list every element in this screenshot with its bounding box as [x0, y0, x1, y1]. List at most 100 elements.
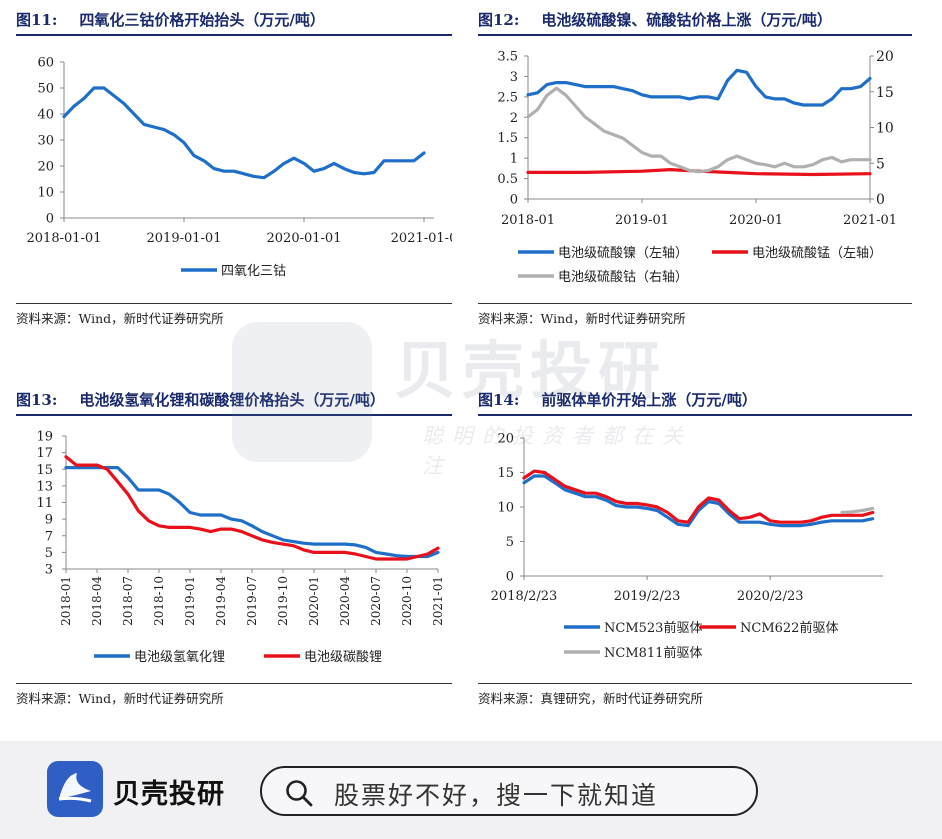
panel-4-title-text: 前驱体单价开始上涨（万元/吨）	[541, 391, 757, 409]
y-tick-label: 2	[510, 111, 518, 126]
x-tick-label: 2020-04	[338, 576, 352, 626]
panel-3-source-rule	[16, 683, 452, 684]
series-line-2	[64, 455, 440, 561]
y-tick-label: 5	[45, 546, 53, 561]
series-line-1	[522, 474, 875, 528]
x-tick-label: 2020-07	[369, 576, 383, 626]
x-tick-label: 2021-01	[843, 213, 897, 228]
legend-label-2: NCM622前驱体	[740, 620, 838, 636]
y2-tick-label: 10	[876, 121, 894, 137]
panel-3-source: 资料来源：Wind，新时代证券研究所	[16, 691, 224, 706]
x-tick-label: 2020-10	[400, 576, 414, 626]
panel-4-title-rule	[478, 414, 912, 416]
y2-tick-label: 0	[876, 192, 885, 208]
y-tick-label: 7	[45, 529, 53, 544]
y-tick-label: 1	[510, 152, 518, 167]
y-tick-label: 5	[506, 535, 514, 550]
panel-3-number: 图13:	[16, 391, 58, 409]
search-box[interactable]: 股票好不好，搜一下就知道	[260, 766, 758, 816]
panel-2-title-text: 电池级硫酸镍、硫酸钴价格上涨（万元/吨）	[541, 11, 832, 29]
legend-label-3: 电池级硫酸钴（右轴）	[558, 270, 688, 285]
x-tick-label: 2018-01-01	[27, 231, 102, 246]
y-tick-label: 13	[36, 479, 53, 494]
legend-label-1: 电池级硫酸镍（左轴）	[558, 246, 688, 261]
panel-4-number: 图14:	[478, 391, 520, 409]
y-tick-label: 3.5	[497, 50, 518, 65]
series-line-1	[64, 465, 440, 559]
y-tick-label: 20	[497, 432, 514, 447]
brand-name[interactable]: 贝壳投研	[113, 779, 225, 810]
y2-tick-label: 15	[876, 85, 894, 101]
panel-1-source: 资料来源：Wind，新时代证券研究所	[16, 311, 224, 326]
panel-2-title: 图12: 电池级硫酸镍、硫酸钴价格上涨（万元/吨）	[478, 9, 832, 30]
y-tick-label: 1.5	[497, 131, 518, 146]
legend-label-2: 电池级硫酸锰（左轴）	[752, 246, 882, 261]
panel-3-title-text: 电池级氢氧化锂和碳酸锂价格抬头（万元/吨）	[79, 391, 385, 409]
y-tick-label: 19	[36, 430, 53, 445]
series-line-3	[526, 86, 872, 174]
y-tick-label: 11	[36, 496, 53, 511]
panel-1-source-rule	[16, 303, 452, 304]
y2-tick-label: 20	[876, 49, 894, 65]
panel-4-source: 资料来源：真锂研究，新时代证券研究所	[478, 691, 704, 706]
y-tick-label: 0	[506, 570, 514, 585]
panel-4-source-rule	[478, 683, 912, 684]
legend-label-1: NCM523前驱体	[604, 620, 702, 636]
panel-1-title-text: 四氧化三钴价格开始抬头（万元/吨）	[79, 11, 325, 29]
search-placeholder[interactable]: 股票好不好，搜一下就知道	[334, 781, 659, 810]
y-tick-label: 3	[45, 563, 53, 578]
y-tick-label: 15	[497, 466, 514, 481]
panel-2-source: 资料来源：Wind，新时代证券研究所	[478, 311, 686, 326]
y-tick-label: 20	[37, 160, 54, 175]
x-tick-label: 2019-04	[214, 576, 228, 626]
series-line-2	[522, 469, 875, 524]
x-tick-label: 2019/2/23	[614, 589, 681, 604]
panel-2-title-rule	[478, 34, 912, 36]
y-tick-label: 40	[37, 108, 54, 123]
x-tick-label: 2019-01	[615, 213, 669, 228]
panel-1-title: 图11: 四氧化三钴价格开始抬头（万元/吨）	[16, 9, 325, 30]
y-tick-label: 50	[37, 82, 54, 97]
x-tick-label: 2020-01	[307, 576, 321, 626]
y-tick-label: 3	[510, 70, 518, 85]
y-tick-label: 15	[36, 463, 53, 478]
x-tick-label: 2020-01	[729, 213, 783, 228]
legend-label-1: 四氧化三钴	[221, 264, 286, 279]
x-tick-label: 2019-10	[276, 576, 290, 626]
x-tick-label: 2018-10	[152, 576, 166, 626]
panel-1-title-rule	[16, 34, 452, 36]
x-tick-label: 2021-01	[431, 576, 445, 626]
x-tick-label: 2019-01-01	[147, 231, 222, 246]
search-icon[interactable]	[284, 778, 314, 808]
legend-label-2: 电池级碳酸锂	[304, 650, 382, 665]
y-tick-label: 0.5	[497, 172, 518, 187]
brand-logo-icon[interactable]	[47, 761, 103, 817]
panel-3-title: 图13: 电池级氢氧化锂和碳酸锂价格抬头（万元/吨）	[16, 389, 385, 410]
y-tick-label: 0	[46, 212, 54, 227]
bottom-bar: 贝壳投研 股票好不好，搜一下就知道	[0, 741, 942, 839]
y-tick-label: 2.5	[497, 90, 518, 105]
y-tick-label: 10	[37, 186, 54, 201]
y-tick-label: 0	[510, 193, 518, 208]
chart-cobalt-oxide: 0 10 20 30 40 50 60 2018-01-01 2019-01-01 2020-01…	[27, 56, 452, 280]
y-tick-label: 9	[45, 513, 53, 528]
y-tick-label: 17	[36, 446, 53, 461]
x-tick-label: 2018-07	[121, 576, 135, 626]
y-tick-label: 60	[37, 56, 54, 71]
x-tick-label: 2018-01	[59, 576, 73, 626]
panel-2-number: 图12:	[478, 11, 520, 29]
x-tick-label: 2018-04	[90, 576, 104, 626]
x-tick-label: 2021-01-0	[391, 231, 452, 246]
series-line-1	[526, 68, 872, 107]
series-line-1	[62, 86, 426, 180]
chart-precursor: 0 5 10 15 20 2018/2/23 2019/2/23 2020/2/23 NCM52…	[491, 432, 883, 661]
legend-label-3: NCM811前驱体	[604, 645, 702, 661]
panel-1-number: 图11:	[16, 11, 58, 29]
x-tick-label: 2020-01-01	[267, 231, 342, 246]
x-tick-label: 2018-01	[501, 213, 555, 228]
panel-4-title: 图14: 前驱体单价开始上涨（万元/吨）	[478, 389, 757, 410]
panel-3-title-rule	[16, 414, 452, 416]
series-line-3	[840, 506, 875, 515]
panel-2-source-rule	[478, 303, 912, 304]
